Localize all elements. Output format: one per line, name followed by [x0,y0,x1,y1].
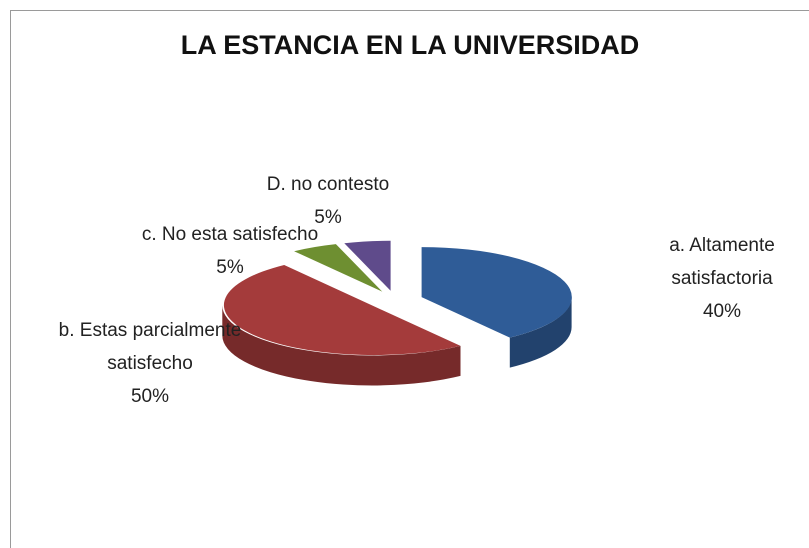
value-label: 5% [216,257,244,278]
slice [344,240,391,291]
slice [421,247,572,338]
pie [222,240,572,386]
category-label: a. Altamente satisfactoria [669,235,775,289]
slice-side [222,305,461,386]
data-label: b. Estas parcialmente satisfecho 50% [20,314,280,413]
category-label: c. No esta satisfecho [141,224,319,245]
chart-title: LA ESTANCIA EN LA UNIVERSIDAD [180,30,640,60]
data-label: D. no contesto 5% [228,168,428,234]
chart-border [10,10,809,548]
data-label: a. Altamente satisfactoria 40% [642,229,802,328]
slice [223,265,461,356]
value-label: 40% [702,301,742,322]
value-label: 50% [130,386,170,407]
data-label: c. No esta satisfecho 5% [100,218,360,284]
slice [294,244,383,292]
slice-side [509,297,572,368]
category-label: D. no contesto [266,174,390,195]
category-label: b. Estas parcialmente satisfecho [58,320,242,374]
value-label: 5% [314,207,342,228]
